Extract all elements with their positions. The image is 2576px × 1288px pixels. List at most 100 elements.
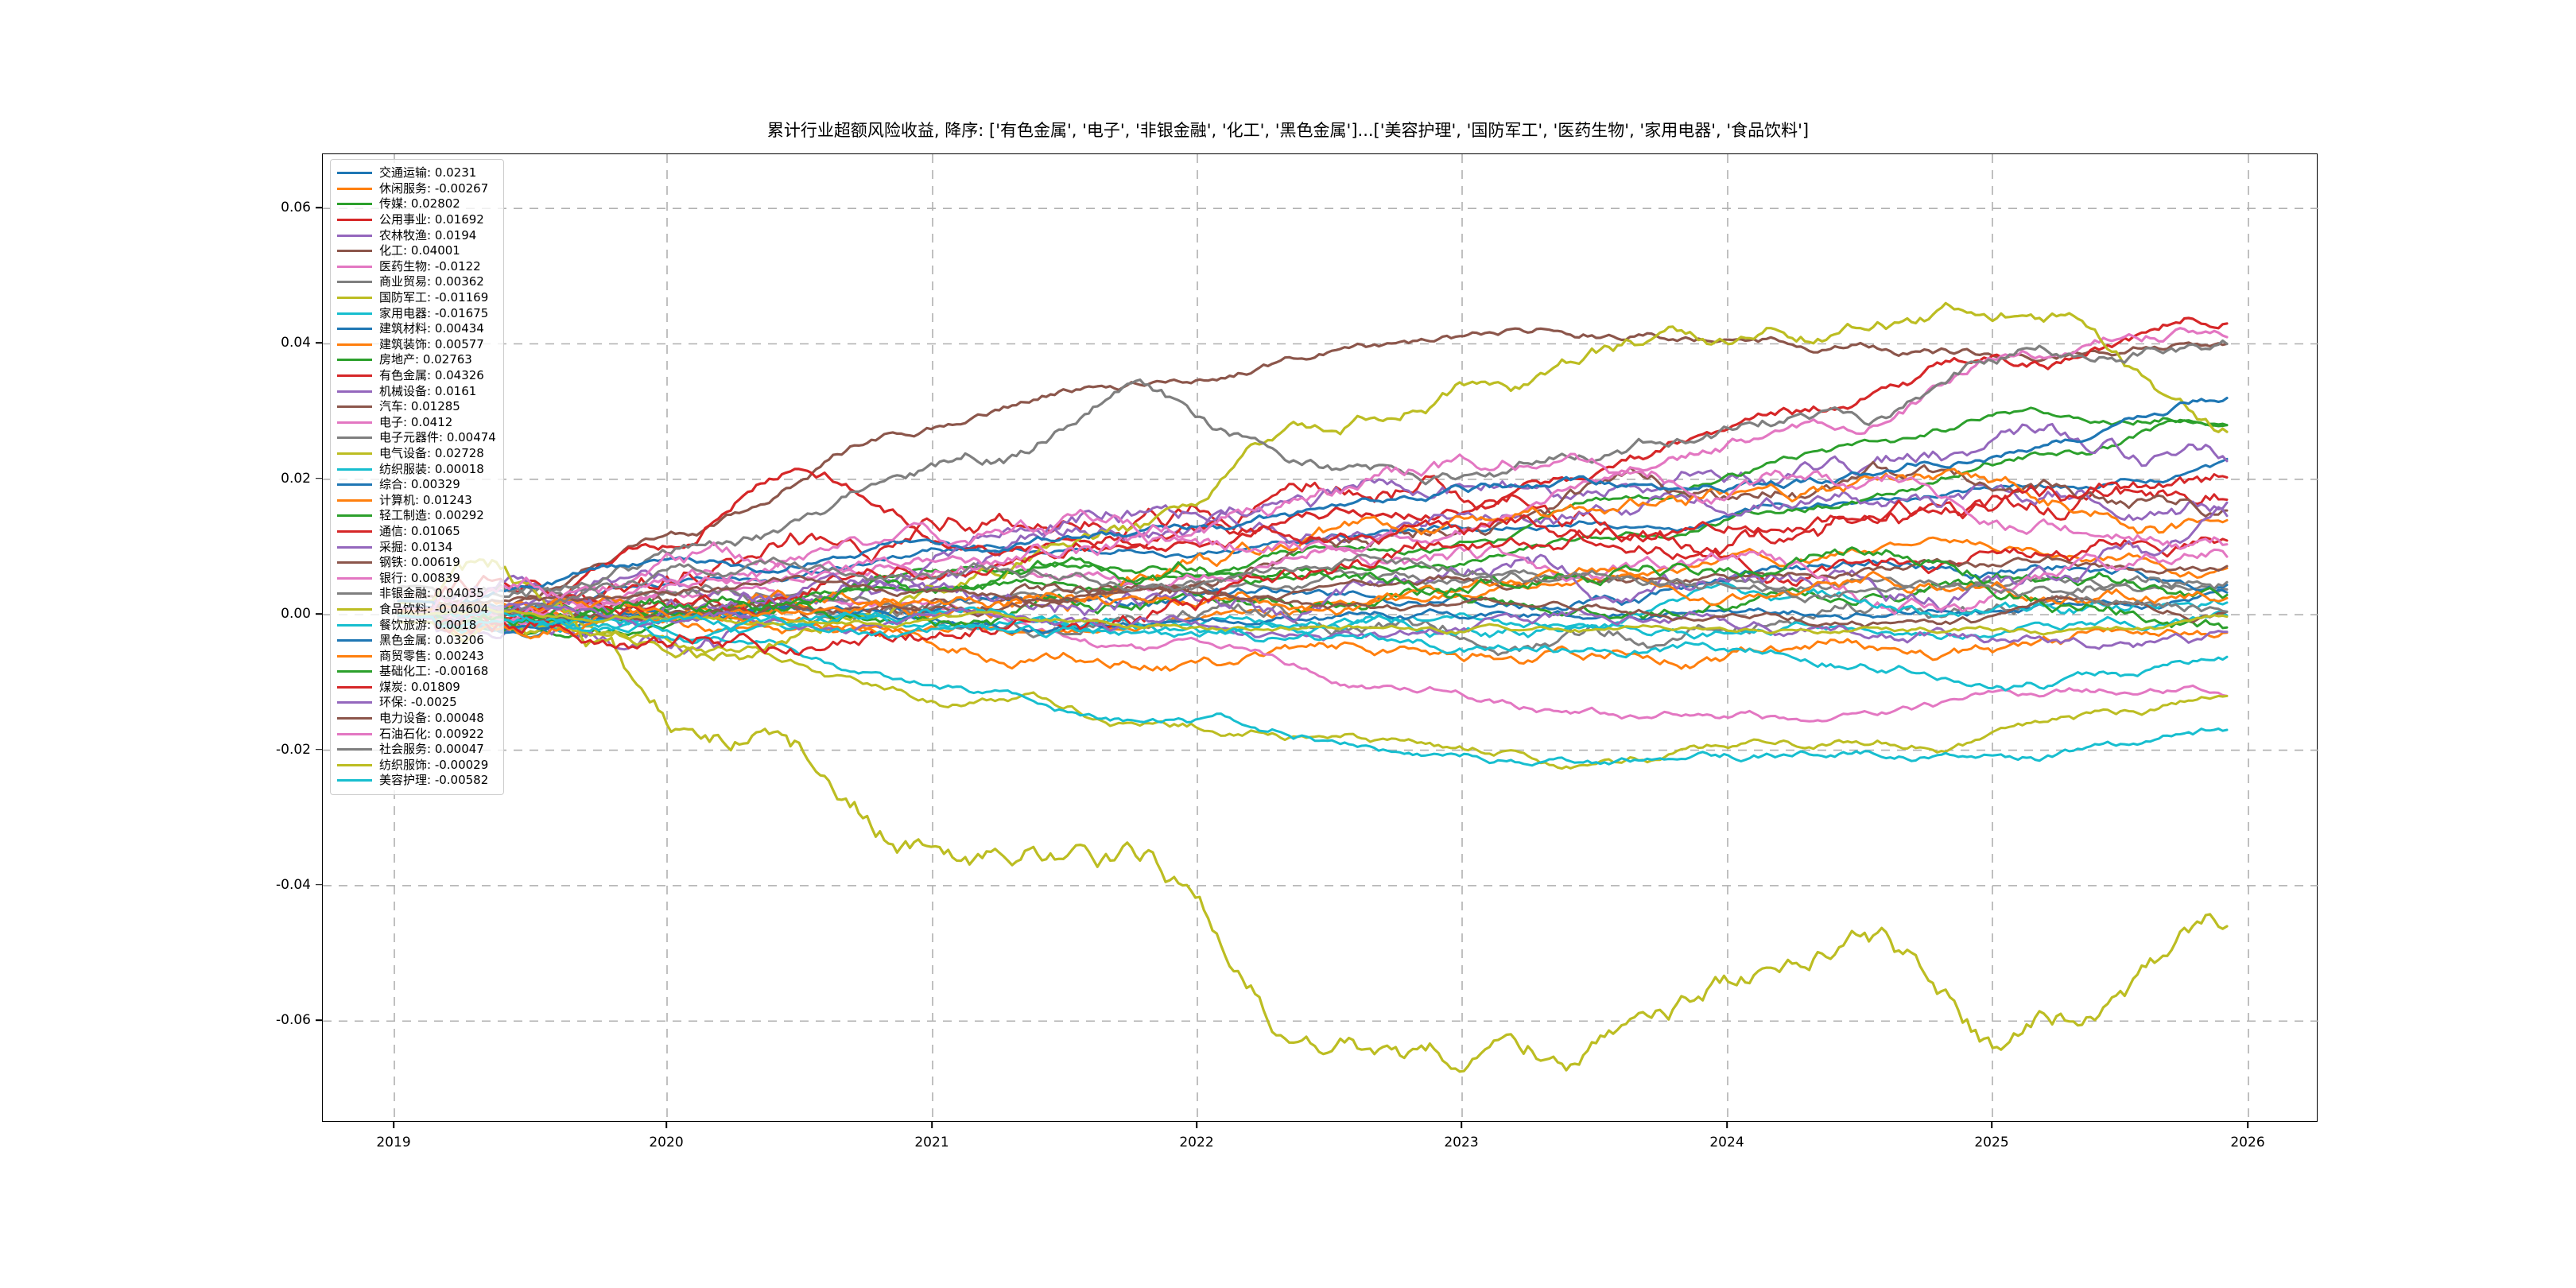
legend-item[interactable]: 社会服务: 0.00047: [337, 742, 496, 758]
legend-item[interactable]: 国防军工: -0.01169: [337, 290, 496, 306]
legend-item[interactable]: 电气设备: 0.02728: [337, 446, 496, 462]
legend-color-swatch: [337, 467, 372, 471]
legend-item-label: 煤炭: 0.01809: [379, 679, 460, 694]
legend-item-label: 家用电器: -0.01675: [379, 305, 489, 320]
legend-item[interactable]: 采掘: 0.0134: [337, 539, 496, 555]
legend-color-swatch: [337, 234, 372, 237]
legend-item[interactable]: 餐饮旅游: 0.0018: [337, 617, 496, 633]
legend-item-label: 纺织服装: 0.00018: [379, 461, 484, 476]
x-tick-mark: [931, 1122, 933, 1128]
legend-item[interactable]: 商贸零售: 0.00243: [337, 648, 496, 664]
legend-item[interactable]: 电子: 0.0412: [337, 415, 496, 431]
series-line: [397, 301, 2229, 661]
series-line: [397, 613, 2229, 770]
legend-item[interactable]: 建筑装饰: 0.00577: [337, 337, 496, 353]
legend-item[interactable]: 钢铁: 0.00619: [337, 555, 496, 571]
y-tick-mark: [316, 613, 322, 615]
series-line: [397, 406, 2229, 630]
legend-item[interactable]: 房地产: 0.02763: [337, 352, 496, 368]
legend-item[interactable]: 商业贸易: 0.00362: [337, 274, 496, 290]
legend-color-swatch: [337, 483, 372, 487]
legend-item[interactable]: 交通运输: 0.0231: [337, 165, 496, 181]
x-tick-label: 2020: [649, 1135, 684, 1150]
legend-item-label: 石油石化: 0.00922: [379, 726, 484, 741]
legend-item-label: 化工: 0.04001: [379, 243, 460, 258]
series-line: [397, 339, 2229, 601]
legend-item-label: 通信: 0.01065: [379, 523, 460, 538]
legend-item[interactable]: 石油石化: 0.00922: [337, 726, 496, 742]
legend-color-swatch: [337, 639, 372, 642]
legend-color-swatch: [337, 421, 372, 424]
legend-item[interactable]: 通信: 0.01065: [337, 524, 496, 540]
legend-color-swatch: [337, 219, 372, 222]
legend-item-label: 电子: 0.0412: [379, 414, 453, 429]
x-tick-mark: [1726, 1122, 1728, 1128]
legend-item-label: 餐饮旅游: 0.0018: [379, 617, 477, 632]
y-tick-mark: [316, 342, 322, 344]
legend-item[interactable]: 计算机: 0.01243: [337, 492, 496, 508]
y-tick-label: -0.04: [276, 876, 311, 893]
legend-item[interactable]: 传媒: 0.02802: [337, 196, 496, 212]
legend-item[interactable]: 轻工制造: 0.00292: [337, 508, 496, 524]
y-tick-label: 0.06: [281, 200, 311, 216]
legend-item[interactable]: 电力设备: 0.00048: [337, 711, 496, 727]
legend-item-label: 食品饮料: -0.04604: [379, 601, 489, 616]
legend-item-label: 国防军工: -0.01169: [379, 290, 489, 305]
legend-item-label: 综合: 0.00329: [379, 477, 460, 492]
y-tick-label: 0.02: [281, 470, 311, 487]
x-tick-label: 2026: [2230, 1135, 2265, 1150]
series-line: [397, 605, 2229, 672]
legend-item-label: 交通运输: 0.0231: [379, 165, 477, 180]
legend-color-swatch: [337, 748, 372, 751]
legend-item[interactable]: 休闲服务: -0.00267: [337, 181, 496, 197]
legend-item[interactable]: 医药生物: -0.0122: [337, 259, 496, 275]
legend-item[interactable]: 农林牧渔: 0.0194: [337, 227, 496, 243]
series-line: [397, 397, 2229, 608]
y-tick-label: -0.02: [276, 741, 311, 758]
legend-item[interactable]: 化工: 0.04001: [337, 243, 496, 259]
x-tick-label: 2024: [1709, 1135, 1744, 1150]
legend-item[interactable]: 食品饮料: -0.04604: [337, 602, 496, 618]
legend-item[interactable]: 环保: -0.0025: [337, 695, 496, 711]
legend-item[interactable]: 机械设备: 0.0161: [337, 383, 496, 399]
series-line: [397, 422, 2229, 655]
legend-color-swatch: [337, 654, 372, 658]
legend-item[interactable]: 有色金属: 0.04326: [337, 368, 496, 384]
legend-color-swatch: [337, 685, 372, 689]
legend-item[interactable]: 汽车: 0.01285: [337, 399, 496, 415]
y-tick-mark: [316, 207, 322, 208]
y-tick-label: 0.04: [281, 335, 311, 351]
legend-item[interactable]: 非银金融: 0.04035: [337, 586, 496, 602]
legend-item[interactable]: 银行: 0.00839: [337, 570, 496, 586]
x-tick-mark: [665, 1122, 667, 1128]
legend-item[interactable]: 煤炭: 0.01809: [337, 680, 496, 696]
legend-item[interactable]: 公用事业: 0.01692: [337, 212, 496, 228]
y-tick-mark: [316, 748, 322, 751]
legend-color-swatch: [337, 328, 372, 331]
legend-item[interactable]: 基础化工: -0.00168: [337, 664, 496, 680]
y-tick-label: 0.00: [281, 606, 311, 623]
series-line: [397, 452, 2229, 616]
chart-title: 累计行业超额风险收益, 降序: ['有色金属', '电子', '非银金融', '…: [766, 121, 1810, 140]
legend-item-label: 计算机: 0.01243: [379, 492, 472, 507]
legend-item[interactable]: 纺织服饰: -0.00029: [337, 758, 496, 774]
legend-item[interactable]: 建筑材料: 0.00434: [337, 321, 496, 337]
y-tick-mark: [316, 1019, 322, 1022]
legend-item[interactable]: 综合: 0.00329: [337, 477, 496, 493]
legend-item-label: 电气设备: 0.02728: [379, 445, 484, 460]
legend-color-swatch: [337, 405, 372, 409]
legend-item-label: 医药生物: -0.0122: [379, 258, 481, 274]
x-tick-label: 2023: [1444, 1135, 1479, 1150]
legend-item[interactable]: 黑色金属: 0.03206: [337, 633, 496, 649]
legend-item-label: 社会服务: 0.00047: [379, 742, 484, 757]
legend-color-swatch: [337, 623, 372, 627]
legend-item[interactable]: 电子元器件: 0.00474: [337, 430, 496, 446]
y-tick-mark: [316, 478, 322, 479]
legend-color-swatch: [337, 763, 372, 766]
legend-item[interactable]: 家用电器: -0.01675: [337, 305, 496, 321]
legend-item-label: 电力设备: 0.00048: [379, 711, 484, 726]
legend-item[interactable]: 纺织服装: 0.00018: [337, 461, 496, 477]
legend-item-label: 传媒: 0.02802: [379, 196, 460, 211]
x-tick-label: 2025: [1974, 1135, 2009, 1150]
legend-item[interactable]: 美容护理: -0.00582: [337, 773, 496, 789]
